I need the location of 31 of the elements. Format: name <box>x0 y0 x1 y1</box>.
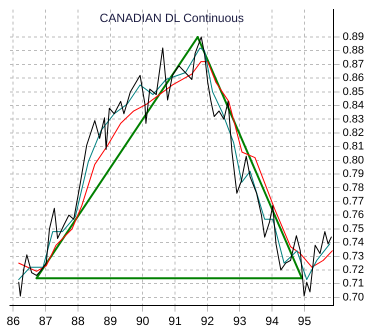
x-tick-label: 90 <box>136 314 150 328</box>
chart-title: CANADIAN DL Continuous <box>100 10 244 25</box>
x-tick-label: 91 <box>168 314 182 328</box>
y-tick-label: 0.71 <box>342 278 364 290</box>
x-tick-label: 86 <box>6 314 20 328</box>
y-tick-label: 0.81 <box>342 140 364 153</box>
x-tick-label: 89 <box>104 314 118 328</box>
x-tick-label: 93 <box>233 314 247 328</box>
x-tick-label: 87 <box>38 314 53 328</box>
y-tick-label: 0.83 <box>342 113 364 126</box>
y-tick-label: 0.84 <box>342 100 364 112</box>
y-tick-label: 0.87 <box>342 58 364 70</box>
x-tick-label: 95 <box>298 314 312 328</box>
y-tick-label: 0.80 <box>342 154 364 166</box>
y-tick-label: 0.70 <box>342 291 364 304</box>
y-tick-label: 0.73 <box>342 250 364 262</box>
y-tick-label: 0.79 <box>342 168 364 180</box>
y-tick-label: 0.88 <box>342 44 364 57</box>
y-tick-label: 0.72 <box>342 264 364 276</box>
y-tick-label: 0.85 <box>342 86 364 98</box>
x-tick-label: 92 <box>200 314 214 328</box>
y-tick-label: 0.78 <box>342 182 364 194</box>
y-tick-label: 0.89 <box>342 31 364 44</box>
y-tick-label: 0.77 <box>342 195 364 208</box>
y-tick-label: 0.76 <box>342 209 364 222</box>
y-tick-label: 0.86 <box>342 72 364 84</box>
y-tick-label: 0.75 <box>342 222 364 235</box>
y-tick-label: 0.74 <box>342 236 364 249</box>
x-tick-label: 88 <box>71 314 85 328</box>
y-tick-label: 0.82 <box>342 126 364 139</box>
x-tick-label: 94 <box>265 314 280 328</box>
